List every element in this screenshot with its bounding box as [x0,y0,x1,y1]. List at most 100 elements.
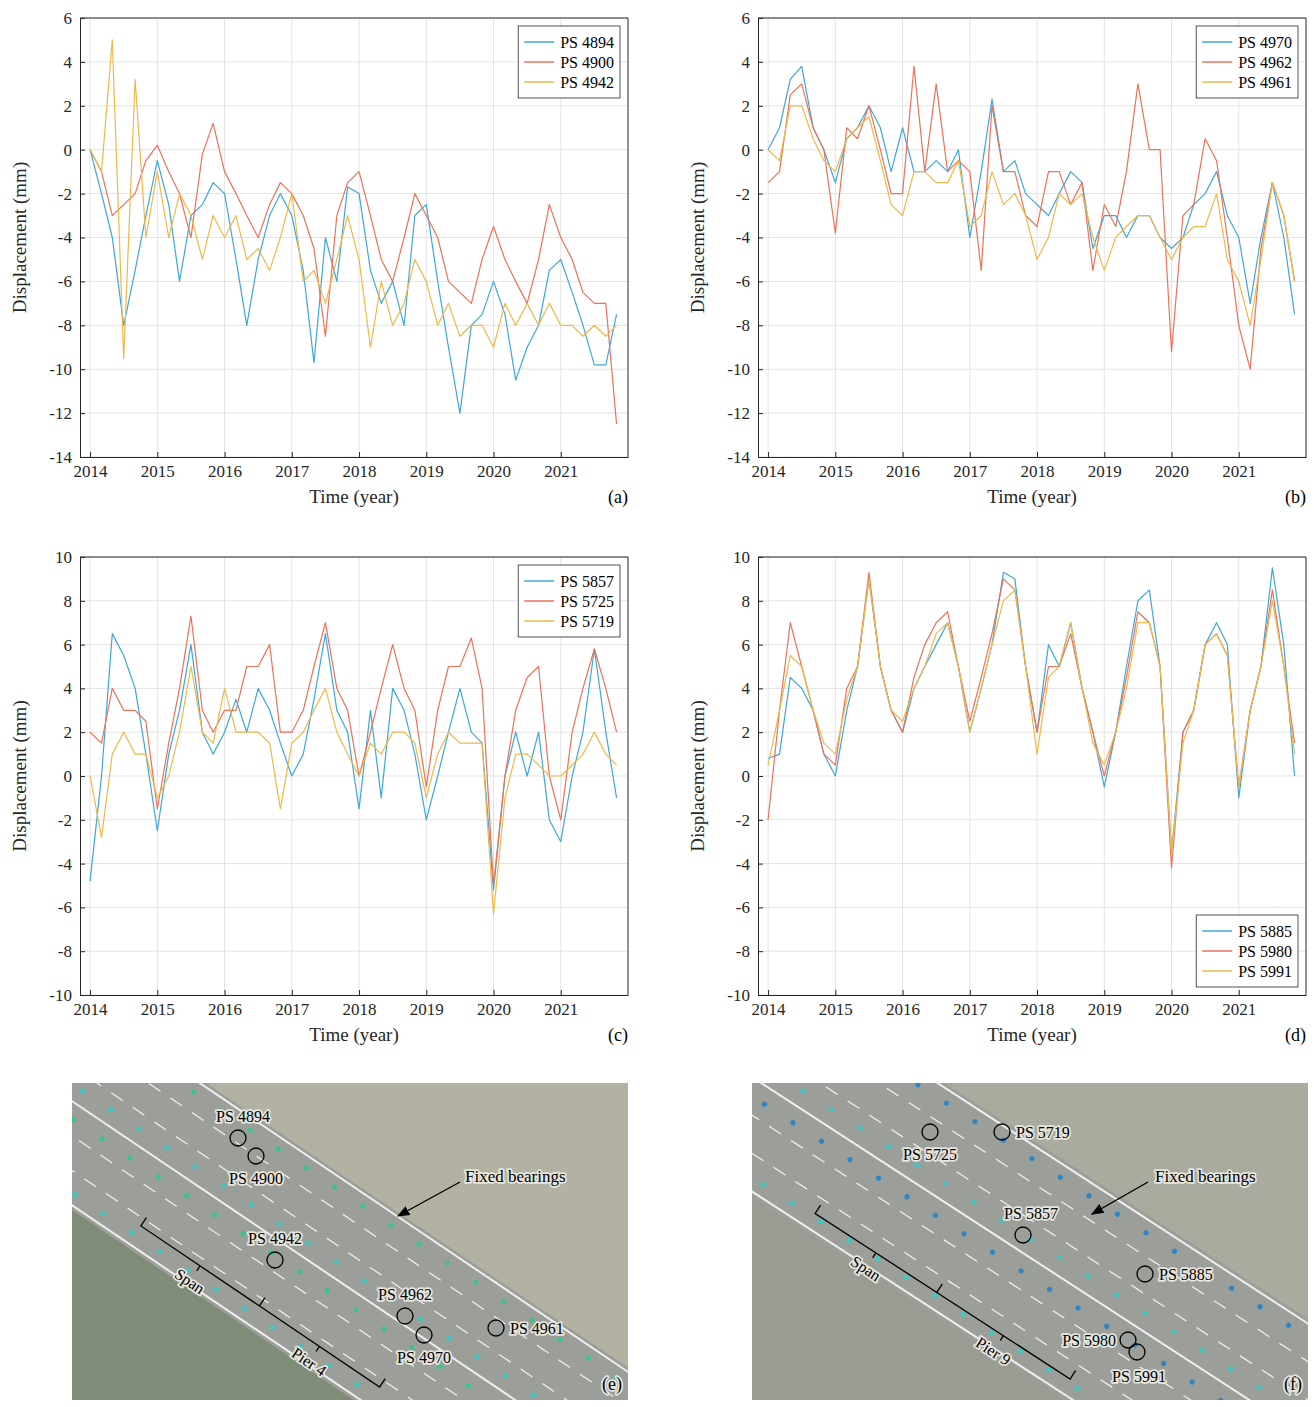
ps-point [789,1119,796,1126]
ps-label: PS 4894 [216,1108,270,1125]
tick: -8 [736,942,763,961]
tick-label: 2 [64,723,73,742]
ps-point [276,1220,283,1227]
tick: -2 [58,185,85,204]
ps-point [296,1268,303,1275]
series-line [768,568,1294,853]
ps-point [304,1239,311,1246]
grid-line [758,600,1306,601]
pier-label: Pier 4 [289,1344,330,1379]
legend-swatch [1202,950,1232,952]
tick-label: -10 [727,986,750,1005]
panel-letter: (a) [608,487,628,508]
ps-point [502,1372,509,1379]
tick: -10 [727,986,763,1005]
tick: 2016 [886,990,920,1019]
ps-point [585,1355,592,1362]
tick-mark [1172,452,1173,457]
grid-line [80,105,628,106]
series-lines [768,66,1294,369]
x-axis-title: Time (year) [987,486,1077,508]
tick-mark [758,194,763,195]
ps-label: PS 5980 [1062,1332,1116,1349]
grid-line [758,61,1306,62]
tick-label: 6 [64,636,73,655]
tick: -8 [58,942,85,961]
tick: -2 [58,811,85,830]
tick-label: 2018 [1021,462,1055,481]
tick: 2021 [544,452,578,481]
grid-line [80,863,628,864]
tick-mark [80,413,85,414]
tick: 2017 [275,990,310,1019]
legend-label: PS 5885 [1238,923,1292,940]
tick: 2015 [141,990,175,1019]
legend-label: PS 4942 [560,74,614,91]
ps-point [500,1298,507,1305]
lane-line [752,1083,1308,1400]
tick-label: -2 [58,185,72,204]
map-image [752,1083,1308,1400]
grid-line [80,281,628,282]
tick-mark [758,281,763,282]
tick-mark [768,990,769,995]
tick-mark [903,452,904,457]
y-axis: -10-8-6-4-20246810 [727,548,763,1005]
tick-label: 8 [742,592,751,611]
grid-line [80,644,628,645]
tick-label: 2015 [141,1000,175,1019]
tick: 2018 [1021,452,1055,481]
ps-point [788,1200,795,1207]
legend-swatch [1202,81,1232,83]
callout-label: Fixed bearings [1155,1167,1256,1186]
tick-mark [1239,452,1240,457]
ps-point [1256,1303,1263,1310]
tick-mark [80,150,85,151]
ps-point [1074,1385,1081,1392]
ps-point [445,1334,452,1341]
tick: 4 [64,53,86,72]
tick: 2020 [477,452,511,481]
tick-label: -10 [49,986,72,1005]
ps-point [100,1210,107,1217]
x-axis: 20142015201620172018201920202021 [74,990,629,1019]
tick: 2014 [752,452,787,481]
ps-point [557,1336,564,1343]
ps-point [1085,1192,1092,1199]
ps-point [943,1100,950,1107]
tick-label: 10 [733,548,750,567]
tick-label: 0 [64,767,73,786]
tick-mark [80,325,85,326]
legend-swatch [524,580,554,582]
ps-label: PS 5725 [903,1146,957,1163]
ps-marker [1015,1227,1031,1243]
grid-line [758,819,1306,820]
tick-label: 6 [742,9,751,28]
ps-point [220,1182,227,1189]
tick-mark [359,452,360,457]
tick-label: -14 [49,448,72,467]
series-line [90,667,616,914]
series-line [90,150,616,413]
tick-label: 2019 [410,1000,444,1019]
lane-line [72,1083,628,1400]
legend-label: PS 4970 [1238,34,1292,51]
tick-mark [225,990,226,995]
ps-marker [1137,1266,1153,1282]
legend: PS 5885PS 5980PS 5991 [1196,915,1298,987]
tick-mark [970,990,971,995]
tick-label: -12 [49,404,72,423]
ps-point [303,1164,310,1171]
tick-label: 2018 [1021,1000,1055,1019]
ps-point [107,1106,114,1113]
ps-point [269,1324,276,1331]
tick: 2014 [752,990,787,1019]
ps-point [465,1382,472,1389]
ps-point [760,1181,767,1188]
tick: 2020 [477,990,511,1019]
tick-label: 2021 [544,462,578,481]
grid [758,557,1306,995]
ps-point [932,1212,939,1219]
tick-mark [292,452,293,457]
tick-mark [80,457,85,458]
